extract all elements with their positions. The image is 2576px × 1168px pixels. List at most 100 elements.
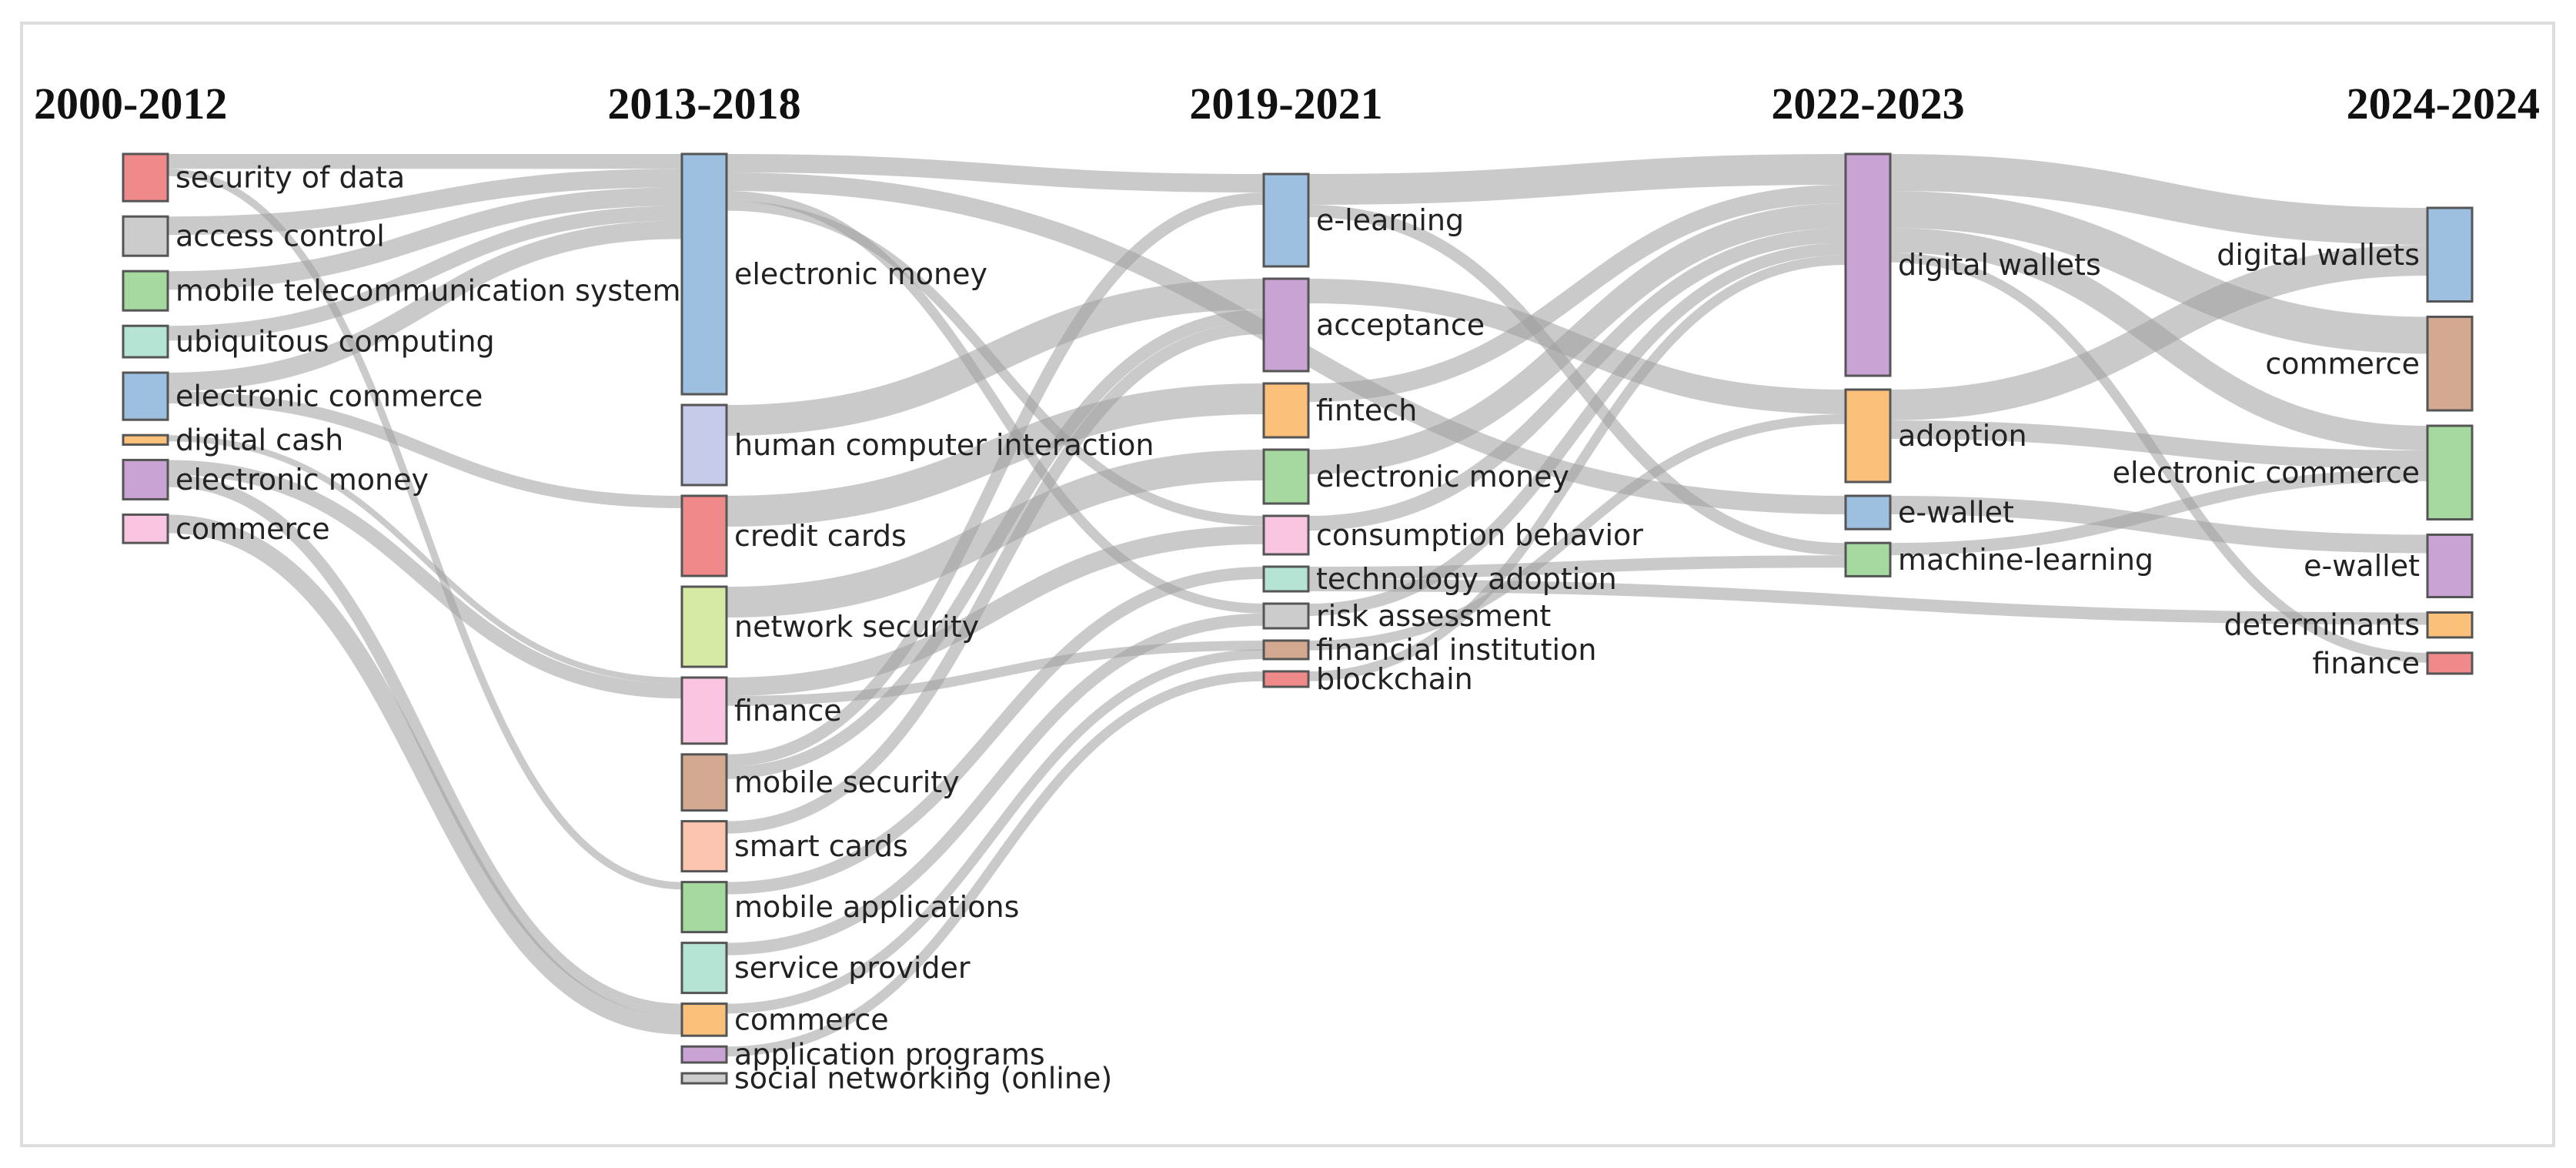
node-bar[interactable]	[1262, 448, 1310, 505]
node-bar[interactable]	[122, 215, 169, 257]
node-bar[interactable]	[1262, 514, 1310, 556]
node-label: acceptance	[1316, 308, 1485, 342]
node-bar[interactable]	[122, 152, 169, 202]
flow-link	[726, 567, 1265, 895]
flow-link	[1308, 555, 1846, 579]
node-bar[interactable]	[680, 1045, 728, 1064]
node-label: credit cards	[734, 519, 907, 553]
node-label: finance	[2312, 646, 2420, 680]
flow-link	[167, 206, 683, 341]
node-bar[interactable]	[122, 433, 169, 446]
node-label: mobile applications	[734, 890, 1019, 924]
node-bar[interactable]	[2426, 651, 2474, 675]
node-label: adoption	[1898, 419, 2027, 453]
node-label: digital wallets	[2217, 238, 2420, 272]
flow-link	[1889, 496, 2428, 554]
node-bar[interactable]	[680, 676, 728, 745]
node-bar[interactable]	[1262, 602, 1310, 630]
node-bar[interactable]	[1844, 388, 1892, 484]
period-titles: 2000-2012 2013-2018 2019-2021 2022-2023 …	[34, 79, 2540, 129]
flow-link	[1308, 414, 1846, 651]
node-bar[interactable]	[2426, 534, 2474, 598]
node-bar[interactable]	[680, 1002, 728, 1037]
node-label: security of data	[175, 161, 405, 195]
flow-link	[167, 435, 683, 684]
node-bar[interactable]	[680, 494, 728, 577]
node-bar[interactable]	[1262, 382, 1310, 439]
flow-link	[1308, 185, 1846, 402]
flow-link	[1889, 420, 2428, 469]
flow-link	[1889, 191, 2428, 354]
node-label: mobile telecommunication systems	[175, 274, 696, 308]
node-label: finance	[734, 694, 842, 728]
node-label: mobile security	[734, 765, 960, 799]
node-label: commerce	[175, 512, 330, 546]
node-label: service provider	[734, 951, 971, 985]
node-bar[interactable]	[122, 458, 169, 500]
node-bar[interactable]	[680, 403, 728, 487]
node-bar[interactable]	[2426, 206, 2474, 303]
node-bar[interactable]	[1262, 670, 1310, 688]
node-bar[interactable]	[1262, 639, 1310, 661]
flow-link	[726, 383, 1265, 527]
node-label: e-wallet	[1898, 496, 2014, 530]
flow-link	[726, 279, 1265, 436]
node-label: access control	[175, 219, 385, 253]
sankey-diagram: security of data access control mobile tel…	[34, 79, 2540, 1096]
flow-link	[1889, 469, 2428, 556]
flow-link	[167, 514, 683, 1035]
node-bar[interactable]	[1262, 277, 1310, 373]
node-bar[interactable]	[680, 820, 728, 873]
node-label: application programs	[734, 1038, 1045, 1072]
node-label: risk assessment	[1316, 599, 1551, 633]
node-label: electronic commerce	[2113, 456, 2420, 490]
node-bar[interactable]	[680, 585, 728, 668]
node-bar[interactable]	[1262, 172, 1310, 268]
flow-link	[167, 391, 683, 508]
flow-link	[167, 169, 683, 236]
node-bar[interactable]	[680, 942, 728, 995]
node-label: technology adoption	[1316, 562, 1617, 596]
flow-link	[1308, 255, 1846, 681]
node-label: consumption behavior	[1316, 518, 1643, 552]
flow-link	[167, 220, 683, 391]
node-bar[interactable]	[680, 753, 728, 812]
period-title-2: 2013-2018	[607, 79, 800, 129]
node-label: machine-learning	[1898, 543, 2153, 577]
flow-link	[726, 525, 1265, 696]
period-title-1: 2000-2012	[34, 79, 227, 129]
node-bar[interactable]	[1844, 494, 1892, 530]
nodes-layer: security of data access control mobile tel…	[122, 152, 2474, 1096]
node-label: digital wallets	[1898, 248, 2101, 282]
flow-link	[726, 613, 1265, 955]
node-label: fintech	[1316, 393, 1417, 427]
flow-link	[1889, 154, 2428, 245]
node-label: commerce	[734, 1002, 889, 1036]
flow-link	[726, 310, 1265, 779]
node-bar[interactable]	[2426, 316, 2474, 412]
node-label: commerce	[2265, 346, 2420, 380]
node-bar[interactable]	[1844, 152, 1892, 377]
node-bar[interactable]	[1262, 565, 1310, 593]
node-label: e-learning	[1316, 203, 1464, 237]
node-bar[interactable]	[2426, 424, 2474, 520]
node-label: social networking (online)	[734, 1062, 1112, 1096]
node-bar[interactable]	[2426, 611, 2474, 639]
node-label: electronic money	[175, 463, 429, 497]
node-bar[interactable]	[122, 513, 169, 544]
flow-link	[726, 192, 1265, 767]
node-label: determinants	[2224, 608, 2420, 642]
node-bar[interactable]	[680, 881, 728, 934]
node-bar[interactable]	[122, 371, 169, 421]
node-bar[interactable]	[122, 324, 169, 359]
node-label: financial institution	[1316, 633, 1596, 667]
flow-link	[726, 671, 1265, 1056]
flow-link	[1308, 243, 1846, 616]
node-bar[interactable]	[680, 152, 728, 396]
node-label: e-wallet	[2304, 549, 2420, 583]
node-bar[interactable]	[1844, 541, 1892, 577]
node-bar[interactable]	[680, 1072, 728, 1085]
flow-link	[167, 460, 683, 699]
node-label: blockchain	[1316, 662, 1473, 696]
node-bar[interactable]	[122, 269, 169, 312]
